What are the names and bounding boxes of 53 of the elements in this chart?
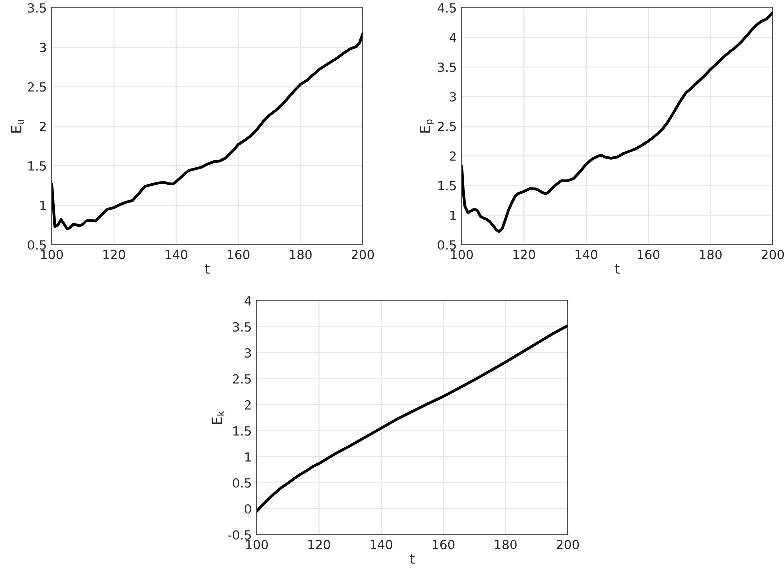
y-tick-label: 1.5	[234, 426, 252, 436]
y-tick-label: 0.5	[233, 478, 252, 488]
y-tick-label: 0.5	[28, 240, 46, 250]
y-tick-label: 0.5	[438, 240, 456, 250]
y-tick-label: 1	[246, 452, 251, 462]
x-tick-label: 120	[104, 250, 126, 260]
x-tick-label: 160	[638, 250, 660, 260]
x-tick-label: 180	[495, 540, 517, 550]
line-series	[462, 11, 773, 234]
x-tick-label: 160	[228, 250, 250, 260]
x-tick-label: 140	[166, 250, 188, 260]
y-tick-label: 1.5	[438, 181, 456, 191]
x-axis-title: t	[205, 264, 210, 274]
y-tick-label: 4	[450, 33, 456, 42]
y-tick-label: 4.5	[438, 4, 456, 13]
y-tick-label: 0	[245, 504, 252, 514]
line-series	[257, 324, 568, 513]
x-axis-title: t	[615, 264, 620, 274]
y-tick-label: 1	[40, 201, 46, 210]
x-tick-label: 160	[433, 540, 455, 550]
y-tick-label: 2.5	[28, 82, 46, 92]
x-tick-label: 200	[352, 250, 374, 260]
y-tick-label: 3	[245, 348, 252, 358]
y-tick-label: 3	[450, 92, 456, 102]
x-tick-label: 100	[246, 540, 268, 550]
x-tick-label: 200	[556, 540, 580, 550]
y-tick-label: 1	[450, 211, 456, 220]
y-tick-label: 3.5	[28, 3, 46, 13]
y-tick-label: -0.5	[228, 530, 252, 540]
x-tick-label: 200	[762, 250, 784, 260]
y-tick-label: 2	[40, 122, 46, 132]
y-tick-label: 2.5	[438, 122, 456, 132]
y-axis-title: E$_{k}$	[212, 410, 224, 424]
x-tick-label: 100	[41, 250, 64, 260]
y-tick-label: 2.5	[233, 374, 252, 384]
y-axis-title: E$_{u}$	[11, 120, 24, 133]
line-series	[52, 32, 363, 231]
y-tick-label: 1.5	[28, 162, 46, 171]
x-tick-label: 120	[514, 250, 536, 260]
y-tick-label: 2	[450, 152, 456, 161]
y-axis-title: E$_{p}$	[420, 120, 434, 133]
x-tick-label: 120	[308, 540, 330, 550]
x-tick-label: 180	[290, 250, 312, 260]
x-tick-label: 140	[576, 250, 598, 260]
x-tick-label: 180	[700, 250, 722, 260]
y-tick-label: 3	[40, 42, 46, 52]
y-tick-label: 3.5	[233, 322, 252, 332]
y-tick-label: 4	[244, 296, 252, 306]
y-tick-label: 3.5	[438, 62, 456, 72]
y-tick-label: 2	[245, 400, 251, 410]
x-axis-title: t	[410, 554, 415, 564]
x-tick-label: 100	[451, 250, 474, 260]
x-tick-label: 140	[370, 540, 392, 550]
